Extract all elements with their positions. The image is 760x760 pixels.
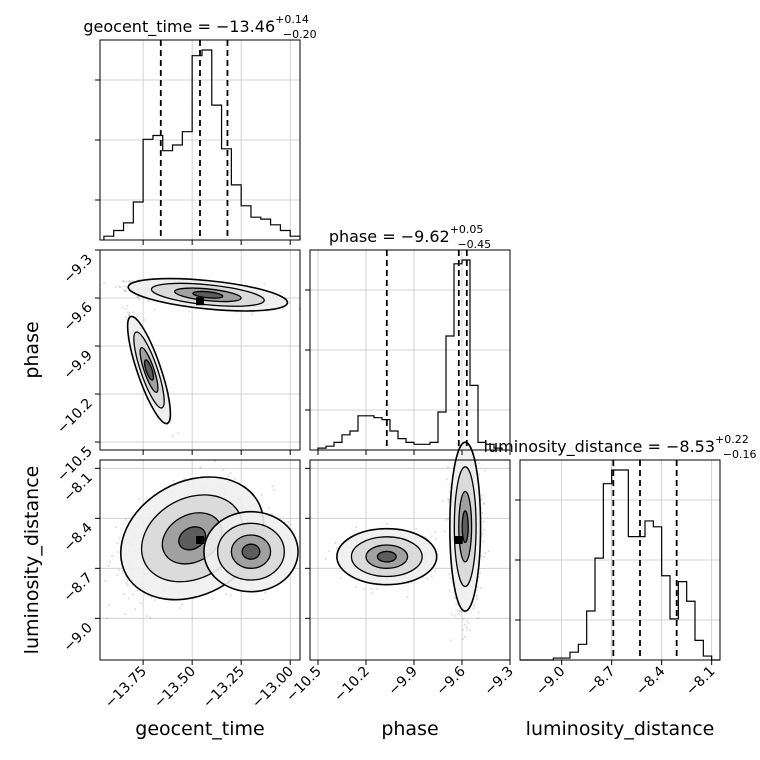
histogram-bin-phase (438, 412, 446, 450)
histogram-bin-luminosity_distance (645, 521, 653, 660)
title-phase: phase = −9.62+0.05 −0.45 (329, 223, 491, 251)
histogram-bin-phase (326, 446, 334, 450)
histogram-bin-geocent_time (173, 145, 183, 240)
contour-level (461, 510, 469, 544)
histogram-bin-luminosity_distance (678, 582, 686, 660)
median-marker (196, 536, 204, 544)
histogram-bin-luminosity_distance (695, 640, 703, 660)
histogram-bin-geocent_time (212, 105, 222, 240)
histogram-bin-geocent_time (104, 236, 114, 240)
ytick-label-luminosity_distance: −9.0 (60, 620, 95, 655)
histogram-bin-phase (366, 416, 374, 450)
xtick-label-geocent_time: −13.75 (102, 664, 150, 712)
contour-level (376, 550, 397, 563)
contour-level (178, 526, 207, 551)
panel-frame-2-1 (309, 459, 511, 661)
title-luminosity-distance-upper: +0.22 (715, 433, 749, 446)
histogram-bin-phase (342, 435, 350, 450)
panel-frame-1-0 (99, 249, 301, 451)
xtick-label-luminosity_distance: −8.4 (633, 663, 668, 698)
histogram-bin-phase (470, 385, 478, 450)
xtick-label-geocent_time: −13.50 (151, 664, 199, 712)
xtick-label-phase: −10.2 (331, 664, 373, 706)
histogram-bin-luminosity_distance (687, 601, 695, 660)
title-luminosity-distance-lower: −0.16 (723, 448, 757, 461)
histogram-bin-geocent_time (251, 217, 261, 240)
histogram-bin-geocent_time (182, 132, 192, 240)
xtick-label-geocent_time: −13.25 (200, 664, 248, 712)
title-geocent-time: geocent_time = −13.46+0.14 −0.20 (83, 13, 316, 41)
histogram-bin-luminosity_distance (620, 470, 628, 660)
histogram-geocent_time (103, 49, 301, 240)
xlabel-geocent-time: geocent_time (135, 718, 264, 740)
histogram-bin-geocent_time (163, 151, 173, 240)
histogram-bin-geocent_time (280, 231, 290, 241)
histogram-bin-luminosity_distance (703, 656, 711, 660)
histogram-bin-luminosity_distance (653, 527, 661, 660)
title-luminosity-distance: luminosity_distance = −8.53+0.22 −0.16 (484, 433, 757, 461)
xlabel-luminosity-distance: luminosity_distance (526, 718, 715, 740)
ytick-label-phase: −9.6 (60, 299, 95, 334)
histogram-bin-geocent_time (133, 202, 143, 240)
histogram-bin-geocent_time (124, 223, 134, 240)
histogram-bin-phase (358, 416, 366, 450)
histogram-bin-luminosity_distance (587, 611, 595, 660)
contour-level (192, 290, 224, 299)
title-phase-upper: +0.05 (450, 223, 484, 236)
xtick-label-phase: −9.3 (481, 664, 516, 699)
histogram-bin-geocent_time (231, 185, 241, 240)
xtick-label-luminosity_distance: −8.7 (583, 664, 618, 699)
histogram-layer (103, 40, 720, 661)
histogram-phase (317, 259, 503, 450)
ytick-label-luminosity_distance: −8.7 (60, 570, 95, 605)
histogram-bin-luminosity_distance (662, 576, 670, 660)
xtick-label-phase: −9.6 (433, 663, 468, 698)
histogram-bin-phase (374, 418, 382, 450)
histogram-bin-phase (414, 444, 422, 450)
histogram-bin-phase (334, 442, 342, 450)
histogram-luminosity_distance (520, 469, 720, 661)
histogram-bin-phase (398, 439, 406, 450)
median-marker (196, 297, 204, 306)
xtick-label-luminosity_distance: −8.1 (683, 664, 718, 699)
xlabel-phase: phase (381, 718, 438, 740)
contour-level (241, 543, 261, 560)
histogram-bin-luminosity_distance (570, 652, 578, 660)
histogram-bin-phase (350, 431, 358, 450)
histogram-bin-geocent_time (290, 236, 300, 240)
histogram-bin-luminosity_distance (628, 537, 636, 660)
histogram-bin-luminosity_distance (595, 558, 603, 660)
histogram-bin-luminosity_distance (578, 644, 586, 660)
ylabel-luminosity-distance: luminosity_distance (21, 466, 43, 655)
contour-layer (119, 277, 482, 612)
xtick-label-luminosity_distance: −9.0 (533, 664, 568, 699)
title-geocent-time-lower: −0.20 (283, 28, 317, 41)
histogram-bin-phase (446, 336, 454, 450)
histogram-bin-luminosity_distance (603, 484, 611, 660)
histogram-bin-geocent_time (222, 149, 232, 240)
xtick-label-phase: −9.9 (385, 664, 420, 699)
histogram-bin-geocent_time (261, 219, 271, 240)
panel-frame-2-0 (99, 459, 301, 661)
ytick-label-phase: −9.9 (60, 348, 95, 383)
histogram-bin-phase (422, 444, 430, 450)
histogram-bin-geocent_time (114, 231, 124, 241)
ytick-label-luminosity_distance: −8.4 (60, 520, 95, 555)
ytick-label-phase: −9.3 (60, 252, 95, 287)
histogram-bin-geocent_time (143, 139, 153, 240)
histogram-bin-phase (430, 442, 438, 450)
histogram-bin-geocent_time (271, 225, 281, 240)
title-phase-lower: −0.45 (457, 238, 491, 251)
histogram-bin-phase (390, 431, 398, 450)
ylabel-phase: phase (21, 321, 43, 378)
histogram-bin-phase (406, 442, 414, 450)
histogram-bin-geocent_time (202, 50, 212, 240)
histogram-bin-geocent_time (241, 206, 251, 240)
title-geocent-time-upper: +0.14 (275, 13, 309, 26)
contour-level (143, 359, 155, 381)
median-marker (454, 536, 463, 544)
ytick-label-phase: −10.2 (54, 396, 96, 438)
